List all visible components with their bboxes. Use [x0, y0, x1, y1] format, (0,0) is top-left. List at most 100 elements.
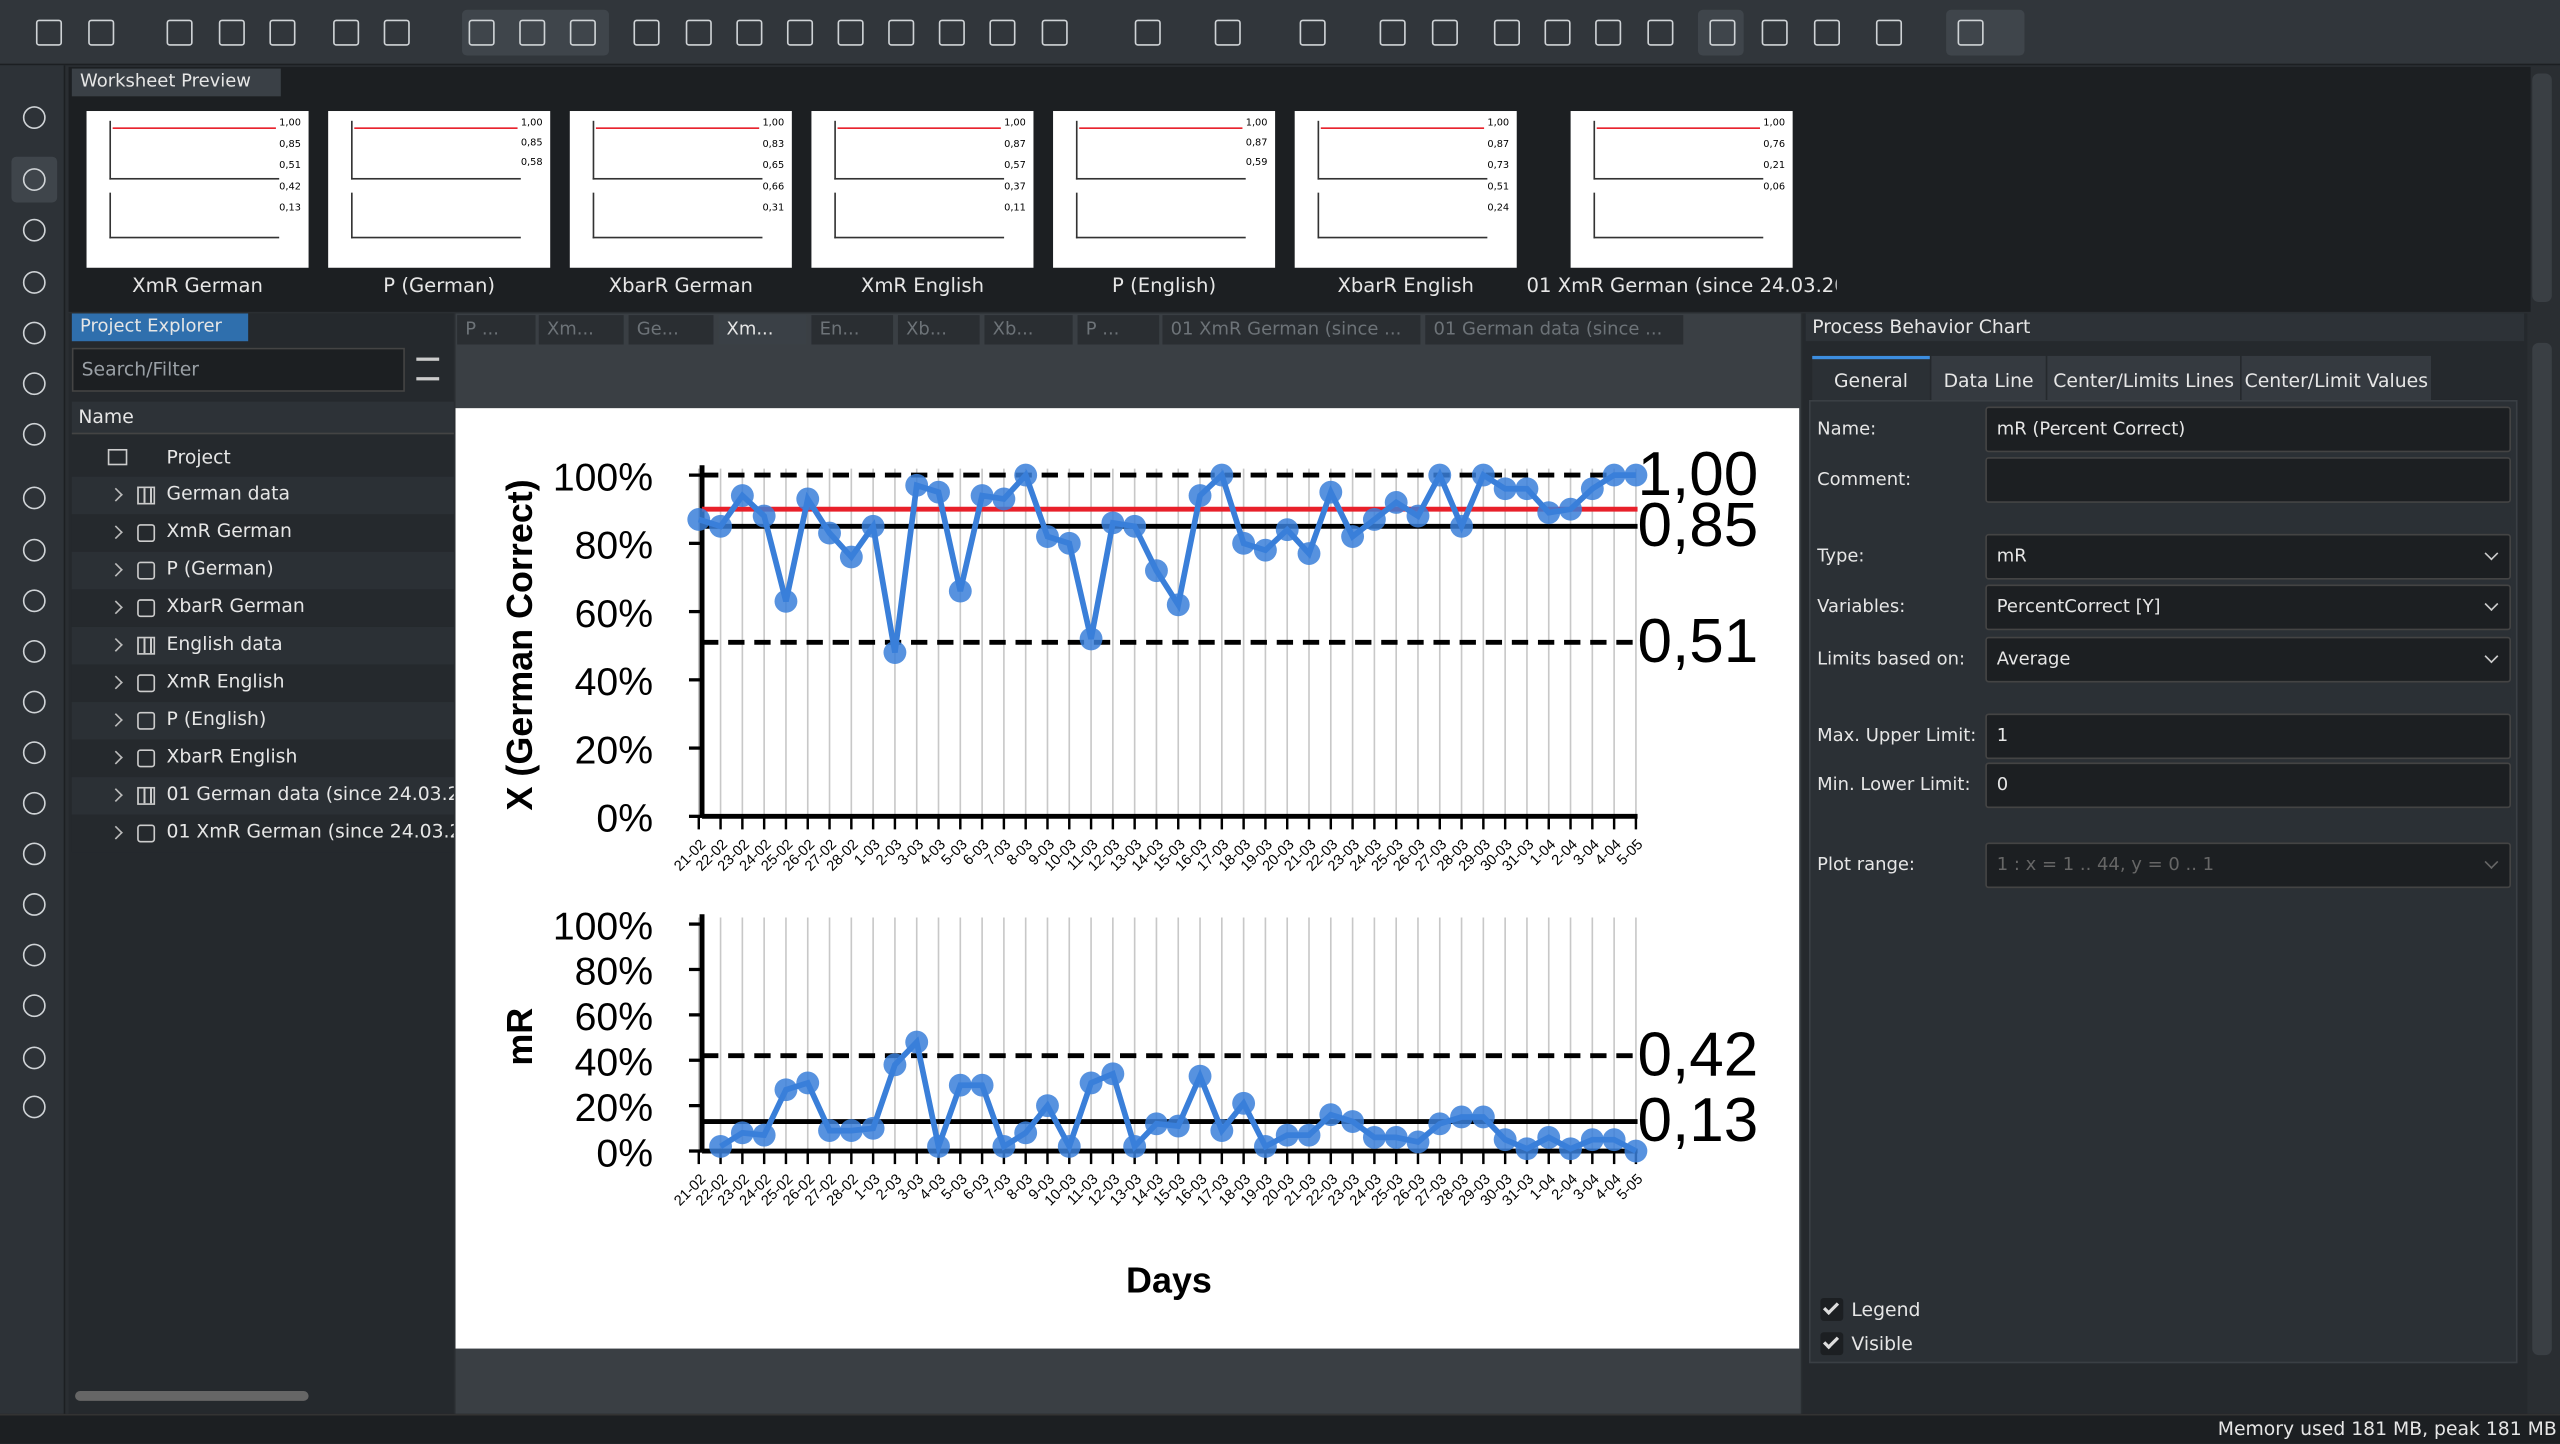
- tree-root[interactable]: Project: [72, 441, 454, 477]
- toolbar-button[interactable]: [1300, 20, 1326, 46]
- document-tab[interactable]: 01 German data (since ...: [1425, 315, 1683, 344]
- document-tab[interactable]: Xm...: [718, 315, 806, 344]
- toolbar-button[interactable]: [519, 20, 545, 46]
- document-tab[interactable]: Xm...: [539, 315, 624, 344]
- tree-item[interactable]: P (English): [72, 702, 454, 740]
- thumbnail[interactable]: 1,000,850,58: [328, 111, 550, 268]
- toolbar-button[interactable]: [1135, 20, 1161, 46]
- toolbar-button[interactable]: [989, 20, 1015, 46]
- properties-tab[interactable]: Center/Limits Lines: [2047, 356, 2240, 400]
- thumb-plot: [834, 193, 1004, 239]
- toolbar-button[interactable]: [787, 20, 813, 46]
- dropdown[interactable]: mR: [1985, 534, 2511, 580]
- tree-item[interactable]: XbarR English: [72, 740, 454, 778]
- tree-item[interactable]: German data: [72, 477, 454, 515]
- tree-item[interactable]: P (German): [72, 552, 454, 590]
- side-tool-button[interactable]: [23, 893, 46, 916]
- thumbnail[interactable]: 1,000,850,510,420,13: [87, 111, 309, 268]
- toolbar-button[interactable]: [469, 20, 495, 46]
- toolbar-button[interactable]: [1958, 20, 1984, 46]
- toolbar-button[interactable]: [269, 20, 295, 46]
- preview-tab[interactable]: Worksheet Preview: [72, 69, 281, 97]
- document-tab[interactable]: P ...: [457, 315, 535, 344]
- toolbar-button[interactable]: [167, 20, 193, 46]
- side-tool-button[interactable]: [23, 640, 46, 663]
- tree-item[interactable]: 01 XmR German (since 24.03.2025: [72, 815, 454, 853]
- toolbar-button[interactable]: [384, 20, 410, 46]
- dropdown[interactable]: Average: [1985, 637, 2511, 683]
- thumbnail[interactable]: 1,000,760,210,06: [1571, 111, 1793, 268]
- filter-button[interactable]: [416, 358, 439, 381]
- toolbar-button[interactable]: [333, 20, 359, 46]
- toolbar-button[interactable]: [888, 20, 914, 46]
- thumbnail[interactable]: 1,000,870,59: [1053, 111, 1275, 268]
- toolbar-button[interactable]: [1709, 20, 1735, 46]
- thumbnail[interactable]: 1,000,870,730,510,24: [1295, 111, 1517, 268]
- toolbar-button[interactable]: [939, 20, 965, 46]
- toolbar-button[interactable]: [1762, 20, 1788, 46]
- tree-item[interactable]: XmR German: [72, 514, 454, 552]
- tree-item[interactable]: English data: [72, 627, 454, 665]
- side-tool-button[interactable]: [23, 691, 46, 714]
- side-tool-button[interactable]: [23, 589, 46, 612]
- checkbox[interactable]: [1820, 1332, 1843, 1355]
- toolbar-button[interactable]: [36, 20, 62, 46]
- side-tool-button[interactable]: [23, 219, 46, 242]
- document-tab[interactable]: Ge...: [629, 315, 714, 344]
- text-input[interactable]: 0: [1985, 762, 2511, 808]
- toolbar-button[interactable]: [1876, 20, 1902, 46]
- toolbar-button[interactable]: [1595, 20, 1621, 46]
- dropdown[interactable]: PercentCorrect [Y]: [1985, 584, 2511, 630]
- properties-tab[interactable]: General: [1812, 356, 1930, 400]
- thumbnail[interactable]: 1,000,830,650,660,31: [570, 111, 792, 268]
- thumb-plot: [109, 193, 279, 239]
- toolbar-button[interactable]: [1380, 20, 1406, 46]
- toolbar-button[interactable]: [570, 20, 596, 46]
- side-tool-button[interactable]: [23, 487, 46, 510]
- side-tool-button[interactable]: [23, 106, 46, 129]
- tree-item[interactable]: 01 German data (since 24.03.2025: [72, 777, 454, 815]
- toolbar-button[interactable]: [1432, 20, 1458, 46]
- properties-tab[interactable]: Center/Limit Values: [2242, 356, 2431, 400]
- side-tool-button[interactable]: [23, 423, 46, 446]
- explorer-tab[interactable]: Project Explorer: [72, 313, 248, 341]
- toolbar-button[interactable]: [88, 20, 114, 46]
- side-tool-button[interactable]: [23, 322, 46, 345]
- toolbar-button[interactable]: [633, 20, 659, 46]
- text-input[interactable]: mR (Percent Correct): [1985, 407, 2511, 453]
- properties-tab[interactable]: Data Line: [1931, 356, 2045, 400]
- toolbar-button[interactable]: [1042, 20, 1068, 46]
- toolbar-button[interactable]: [1544, 20, 1570, 46]
- document-tab[interactable]: Xb...: [898, 315, 980, 344]
- side-tool-button[interactable]: [23, 792, 46, 815]
- side-tool-button[interactable]: [23, 539, 46, 562]
- text-input[interactable]: [1985, 457, 2511, 503]
- side-tool-button[interactable]: [23, 372, 46, 395]
- toolbar-button[interactable]: [1647, 20, 1673, 46]
- toolbar-button[interactable]: [686, 20, 712, 46]
- toolbar-button[interactable]: [838, 20, 864, 46]
- checkbox[interactable]: [1820, 1298, 1843, 1321]
- search-box[interactable]: Search/Filter: [72, 348, 405, 392]
- toolbar-button[interactable]: [1814, 20, 1840, 46]
- toolbar-button[interactable]: [1494, 20, 1520, 46]
- toolbar-button[interactable]: [219, 20, 245, 46]
- toolbar-button[interactable]: [1215, 20, 1241, 46]
- document-tab[interactable]: Xb...: [984, 315, 1072, 344]
- document-tab[interactable]: 01 XmR German (since ...: [1162, 315, 1420, 344]
- side-tool-button[interactable]: [23, 842, 46, 865]
- side-tool-button[interactable]: [23, 1047, 46, 1070]
- side-tool-button[interactable]: [23, 994, 46, 1017]
- dropdown[interactable]: 1 : x = 1 .. 44, y = 0 .. 1: [1985, 842, 2511, 888]
- side-tool-button[interactable]: [23, 944, 46, 967]
- side-tool-button[interactable]: [23, 168, 46, 191]
- document-tab[interactable]: P ...: [1078, 315, 1160, 344]
- text-input[interactable]: 1: [1985, 713, 2511, 759]
- side-tool-button[interactable]: [23, 1096, 46, 1119]
- toolbar-button[interactable]: [736, 20, 762, 46]
- side-tool-button[interactable]: [23, 741, 46, 764]
- tree-item[interactable]: XbarR German: [72, 589, 454, 627]
- thumbnail[interactable]: 1,000,870,570,370,11: [811, 111, 1033, 268]
- tree-item[interactable]: XmR English: [72, 664, 454, 702]
- document-tab[interactable]: En...: [811, 315, 893, 344]
